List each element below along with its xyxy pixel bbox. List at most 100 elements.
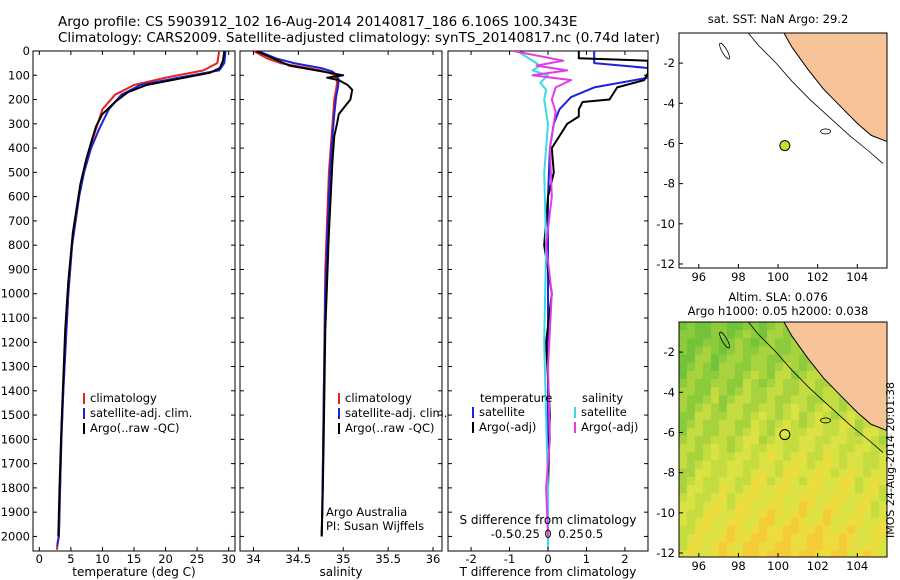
sla-grid-cell xyxy=(871,550,880,557)
sla-grid-cell xyxy=(775,395,784,404)
sla-grid-cell xyxy=(751,525,760,535)
sla-grid-cell xyxy=(743,452,752,461)
sla-grid-cell xyxy=(695,468,704,478)
y-tick-label: 1200 xyxy=(1,335,30,349)
sla-grid-cell xyxy=(759,485,768,494)
difference-legend: temperaturesatelliteArgo(-adj)salinitysa… xyxy=(472,391,638,434)
sla-grid-cell xyxy=(719,395,728,404)
sla-grid-cell xyxy=(855,468,864,478)
sla-grid-cell xyxy=(847,485,856,494)
x-tick-label: 35 xyxy=(336,552,351,566)
sla-grid-cell xyxy=(743,419,752,429)
sla-grid-cell xyxy=(727,346,736,356)
sla-grid-cell xyxy=(719,354,728,364)
sla-grid-cell xyxy=(775,427,784,437)
y-tick-label: 800 xyxy=(8,238,30,252)
sla-grid-cell xyxy=(743,411,752,421)
sla-grid-cell xyxy=(727,370,736,380)
sla-grid-cell xyxy=(807,542,816,551)
sla-grid-cell xyxy=(815,493,824,502)
sla-grid-cell xyxy=(799,485,808,494)
sla-grid-cell xyxy=(727,542,736,551)
sst-map-title: sat. SST: NaN Argo: 29.2 xyxy=(708,12,849,26)
map-x-tick-label: 102 xyxy=(807,270,829,284)
sla-grid-cell xyxy=(791,419,800,429)
sla-grid-cell xyxy=(823,395,832,404)
sla-grid-cell xyxy=(727,517,736,527)
sla-grid-cell xyxy=(711,468,720,478)
sla-grid-cell xyxy=(719,362,728,372)
sla-grid-cell xyxy=(743,476,752,486)
sla-grid-cell xyxy=(719,330,728,339)
sla-grid-cell xyxy=(759,330,768,339)
sla-grid-cell xyxy=(703,379,712,388)
sla-grid-cell xyxy=(791,517,800,527)
sla-grid-cell xyxy=(847,542,856,551)
sla-grid-cell xyxy=(751,501,760,510)
sla-grid-cell xyxy=(679,346,688,356)
sla-grid-cell xyxy=(735,493,744,502)
sla-grid-cell xyxy=(855,444,864,453)
sla-grid-cell xyxy=(743,362,752,372)
sla-grid-cell xyxy=(751,419,760,429)
sla-grid-cell xyxy=(719,468,728,478)
y-tick-label: 1500 xyxy=(1,408,30,422)
sla-grid-cell xyxy=(679,411,688,421)
sla-grid-cell xyxy=(839,476,848,486)
sla-grid-cell xyxy=(679,509,688,519)
sla-grid-cell xyxy=(751,322,760,331)
top-axis-tick-label: 0.25 xyxy=(558,527,584,541)
sla-grid-cell xyxy=(767,354,776,364)
sla-grid-cell xyxy=(855,476,864,486)
sla-grid-cell xyxy=(711,346,720,356)
sla-map-title-2: Argo h1000: 0.05 h2000: 0.038 xyxy=(688,304,869,318)
sla-grid-cell xyxy=(687,460,696,470)
sla-grid-cell xyxy=(839,525,848,535)
sla-grid-cell xyxy=(727,330,736,339)
sla-grid-cell xyxy=(759,379,768,388)
sla-grid-cell xyxy=(783,387,792,396)
sla-grid-cell xyxy=(871,427,880,437)
sla-grid-cell xyxy=(751,379,760,388)
sla-grid-cell xyxy=(751,509,760,519)
sla-grid-cell xyxy=(695,322,704,331)
sla-grid-cell xyxy=(679,362,688,372)
sla-grid-cell xyxy=(783,436,792,445)
island-contour xyxy=(719,42,730,60)
map-y-tick-label: -10 xyxy=(656,506,675,520)
sla-grid-cell xyxy=(687,354,696,364)
sla-grid-cell xyxy=(871,533,880,543)
profile-line-argo-raw-qc- xyxy=(57,51,226,537)
sla-grid-cell xyxy=(807,468,816,478)
sla-grid-cell xyxy=(735,411,744,421)
sla-grid-cell xyxy=(783,485,792,494)
profile-line-argo-raw-qc- xyxy=(255,51,354,537)
sla-grid-cell xyxy=(807,419,816,429)
sla-grid-cell xyxy=(719,476,728,486)
sla-grid-cell xyxy=(719,460,728,470)
sla-grid-cell xyxy=(823,493,832,502)
sla-grid-cell xyxy=(799,525,808,535)
sla-grid-cell xyxy=(839,444,848,453)
sla-grid-cell xyxy=(775,542,784,551)
sla-grid-cell xyxy=(879,542,887,551)
map-x-tick-label: 100 xyxy=(767,270,789,284)
sla-grid-cell xyxy=(703,468,712,478)
sla-grid-cell xyxy=(743,493,752,502)
sla-grid-cell xyxy=(879,427,887,437)
sla-grid-cell xyxy=(719,346,728,356)
sla-grid-cell xyxy=(799,542,808,551)
sla-grid-cell xyxy=(743,525,752,535)
sla-grid-cell xyxy=(791,354,800,364)
sla-grid-cell xyxy=(831,476,840,486)
sla-grid-cell xyxy=(727,354,736,364)
sla-grid-cell xyxy=(767,493,776,502)
sla-grid-cell xyxy=(775,476,784,486)
sla-grid-cell xyxy=(743,509,752,519)
sla-grid-cell xyxy=(735,525,744,535)
sla-grid-cell xyxy=(743,468,752,478)
sla-grid-cell xyxy=(863,436,872,445)
salinity-annotation-pi: PI: Susan Wijffels xyxy=(326,519,424,533)
sla-grid-cell xyxy=(703,550,712,557)
map-x-tick-label: 104 xyxy=(846,270,868,284)
